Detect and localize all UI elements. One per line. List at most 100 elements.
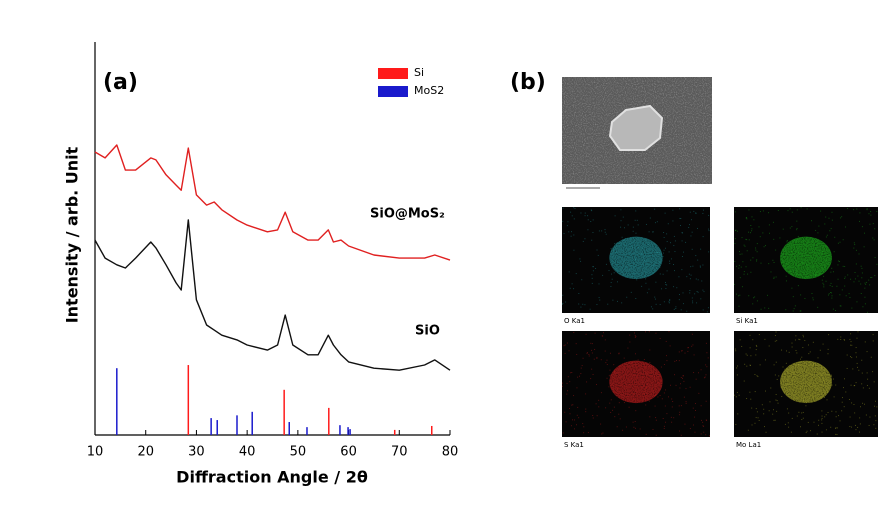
map-dot xyxy=(795,350,797,352)
map-dot xyxy=(673,374,675,376)
map-dot xyxy=(825,216,827,218)
map-dot xyxy=(862,402,864,404)
map-dot xyxy=(773,238,775,240)
map-dot xyxy=(695,212,697,214)
map-dot xyxy=(835,427,837,429)
map-dot xyxy=(842,265,844,267)
map-dot xyxy=(873,381,875,383)
map-dot xyxy=(609,369,611,371)
map-dot xyxy=(573,249,575,251)
map-dot xyxy=(837,260,839,262)
map-dot xyxy=(830,375,832,377)
map-dot xyxy=(663,392,665,394)
map-dot xyxy=(762,232,764,234)
map-dot xyxy=(703,431,705,433)
map-dot xyxy=(693,354,695,356)
map-dot xyxy=(595,268,597,270)
map-particle xyxy=(780,360,832,404)
map-dot xyxy=(683,380,685,382)
map-dot xyxy=(861,359,863,361)
map-dot xyxy=(670,416,672,418)
map-dot xyxy=(695,255,697,257)
map-dot xyxy=(854,278,856,280)
map-dot xyxy=(573,218,575,220)
map-dot xyxy=(831,295,833,297)
map-dot xyxy=(613,272,615,274)
map-dot xyxy=(776,400,778,402)
map-dot xyxy=(801,356,803,358)
map-dot xyxy=(747,429,749,431)
map-dot xyxy=(691,333,693,335)
map-dot xyxy=(752,339,754,341)
map-dot xyxy=(854,272,856,274)
map-dot xyxy=(571,215,573,217)
map-dot xyxy=(654,296,656,298)
map-dot xyxy=(702,289,704,291)
map-dot xyxy=(853,247,855,249)
map-dot xyxy=(573,234,575,236)
map-dot xyxy=(856,301,858,303)
map-dot xyxy=(734,238,736,240)
map-dot xyxy=(804,339,806,341)
map-dot xyxy=(670,384,672,386)
map-dot xyxy=(855,249,857,251)
map-dot xyxy=(834,309,836,311)
map-dot xyxy=(859,220,861,222)
map-dot xyxy=(662,418,664,420)
map-dot xyxy=(775,331,777,333)
map-dot xyxy=(874,405,876,407)
map-dot xyxy=(839,420,841,422)
map-dot xyxy=(850,384,852,386)
map-dot xyxy=(606,359,608,361)
map-dot xyxy=(854,384,856,386)
map-dot xyxy=(587,219,589,221)
map-dot xyxy=(664,212,666,214)
map-dot xyxy=(841,410,843,412)
element-map: Mo La1 xyxy=(734,331,878,449)
map-dot xyxy=(623,227,625,229)
map-dot xyxy=(588,353,590,355)
map-dot xyxy=(791,346,793,348)
map-dot xyxy=(616,300,618,302)
map-dot xyxy=(671,421,673,423)
map-dot xyxy=(679,208,681,210)
map-dot xyxy=(706,366,708,368)
map-dot xyxy=(680,405,682,407)
map-dot xyxy=(785,362,787,364)
map-dot xyxy=(836,427,838,429)
map-dot xyxy=(793,308,795,310)
map-dot xyxy=(856,208,858,210)
map-dot xyxy=(680,376,682,378)
legend-swatch xyxy=(378,68,408,79)
map-dot xyxy=(754,422,756,424)
map-dot xyxy=(835,384,837,386)
map-dot xyxy=(827,353,829,355)
map-dot xyxy=(768,224,770,226)
map-dot xyxy=(872,223,874,225)
map-dot xyxy=(866,384,868,386)
map-dot xyxy=(796,227,798,229)
map-dot xyxy=(584,215,586,217)
map-dot xyxy=(791,226,793,228)
map-dot xyxy=(764,338,766,340)
map-dot xyxy=(802,347,804,349)
map-dot xyxy=(615,243,617,245)
map-dot xyxy=(632,230,634,232)
map-dot xyxy=(756,260,758,262)
map-dot xyxy=(694,403,696,405)
map-dot xyxy=(692,424,694,426)
map-dot xyxy=(844,339,846,341)
map-dot xyxy=(815,229,817,231)
map-dot xyxy=(841,216,843,218)
map-dot xyxy=(851,344,853,346)
map-dot xyxy=(781,396,783,398)
map-dot xyxy=(816,433,818,435)
map-dot xyxy=(866,281,868,283)
map-dot xyxy=(812,341,814,343)
map-dot xyxy=(570,235,572,237)
map-dot xyxy=(660,366,662,368)
map-dot xyxy=(689,290,691,292)
map-dot xyxy=(691,231,693,233)
map-dot xyxy=(685,402,687,404)
map-dot xyxy=(870,277,872,279)
